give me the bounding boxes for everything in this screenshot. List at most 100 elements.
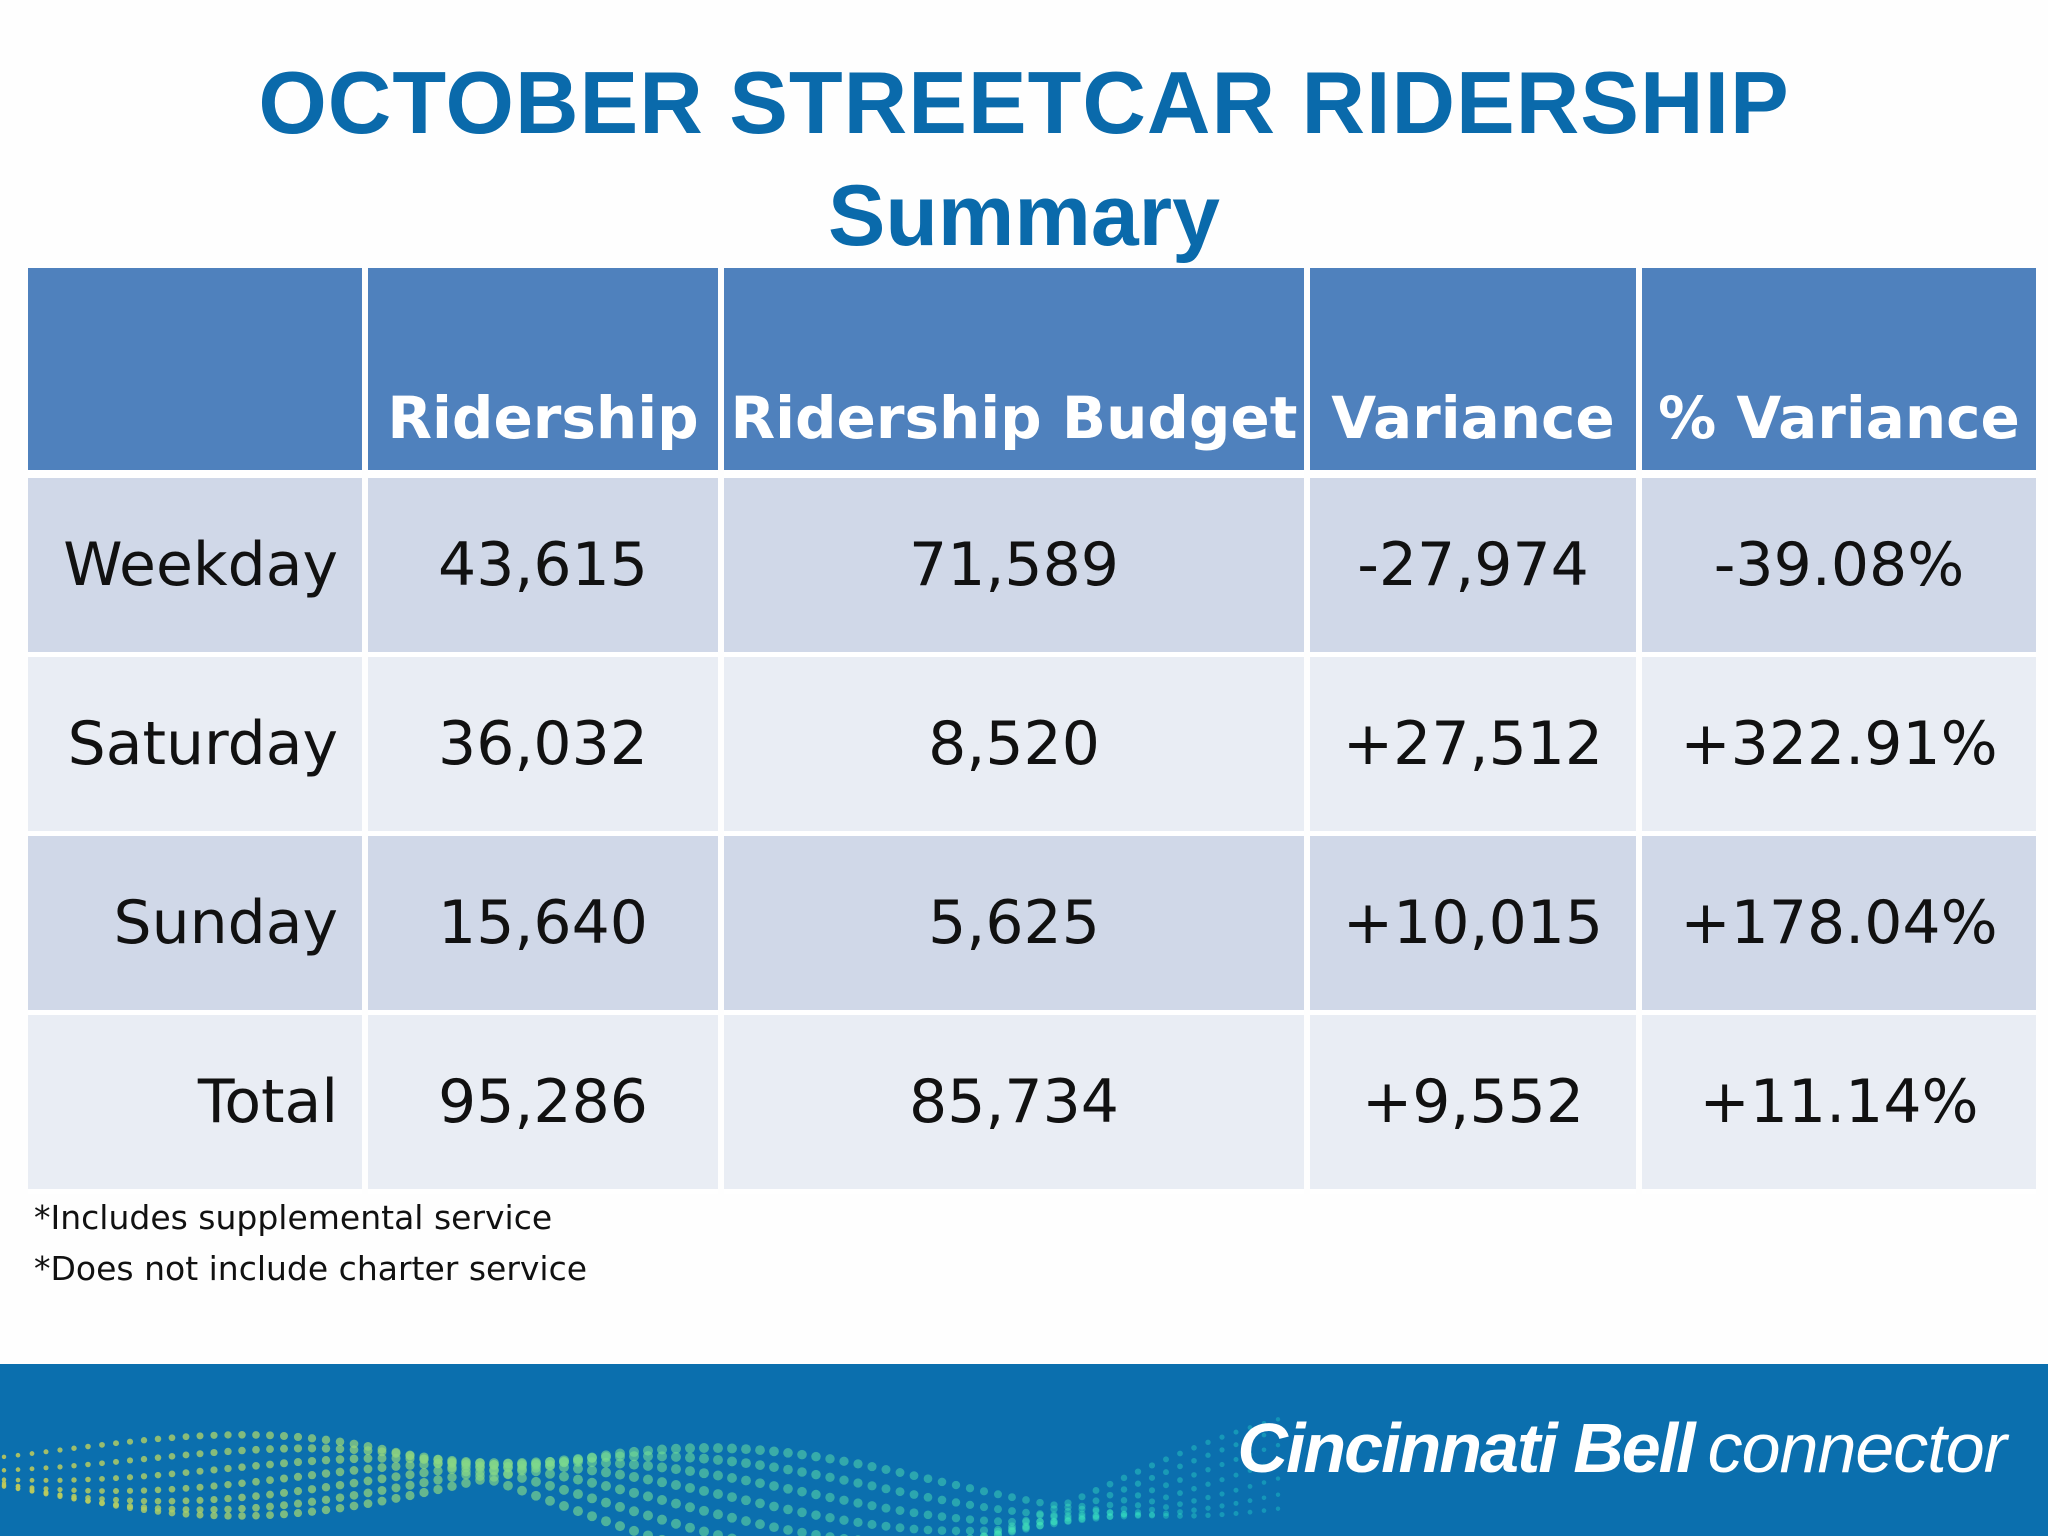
wave-dot — [15, 1467, 21, 1472]
wave-dot — [1261, 1420, 1267, 1426]
header-blank — [28, 268, 362, 478]
wave-dot — [1219, 1477, 1225, 1483]
wave-dot — [1036, 1498, 1044, 1507]
wave-dot — [1078, 1515, 1086, 1523]
wave-dot — [1036, 1521, 1044, 1530]
wave-dot — [895, 1487, 905, 1497]
wave-dot — [307, 1507, 317, 1516]
wave-dot — [335, 1480, 345, 1490]
wave-dot — [979, 1532, 989, 1536]
wave-dot — [266, 1431, 274, 1440]
wave-dot — [252, 1477, 260, 1486]
wave-dot — [210, 1495, 218, 1504]
wave-dot — [937, 1526, 947, 1535]
wave-dot — [1163, 1512, 1169, 1519]
wave-dot — [377, 1496, 387, 1506]
wave-dot — [307, 1485, 317, 1494]
row-label: Sunday — [28, 836, 362, 1015]
wave-dot — [699, 1468, 709, 1479]
wave-dot — [979, 1503, 989, 1512]
wave-dot — [307, 1434, 317, 1443]
wave-dot — [1261, 1508, 1267, 1513]
wave-dot — [587, 1477, 597, 1488]
wave-dot — [1078, 1505, 1086, 1513]
wave-dot — [881, 1464, 891, 1474]
wave-dot — [1050, 1520, 1058, 1528]
wave-dot — [238, 1504, 246, 1513]
wave-dot — [629, 1506, 639, 1517]
wave-dot — [99, 1460, 105, 1467]
wave-dot — [503, 1469, 513, 1480]
wave-dot — [1008, 1524, 1016, 1533]
wave-dot — [210, 1506, 218, 1514]
wave-dot — [363, 1454, 373, 1463]
wave-dot — [238, 1431, 246, 1439]
wave-dot — [168, 1485, 176, 1493]
wave-dot — [573, 1456, 583, 1467]
wave-dot — [1247, 1509, 1253, 1515]
wave-dot — [1163, 1504, 1169, 1511]
wave-dot — [615, 1469, 625, 1480]
wave-dot — [1106, 1509, 1114, 1516]
wave-dot — [615, 1458, 625, 1469]
wave-dot — [321, 1495, 331, 1505]
budget-cell: 8,520 — [724, 657, 1304, 836]
wave-dot — [210, 1482, 218, 1490]
wave-dot — [671, 1518, 681, 1529]
table-row: Saturday 36,032 8,520 +27,512 +322.91% — [28, 657, 2036, 836]
wave-dot — [266, 1445, 274, 1454]
wave-dot — [755, 1445, 765, 1455]
wave-dot — [1036, 1517, 1044, 1526]
wave-dot — [1134, 1512, 1142, 1519]
wave-dot — [1022, 1508, 1030, 1517]
wave-dot — [447, 1481, 457, 1492]
wave-dot — [587, 1493, 597, 1504]
wave-dot — [1219, 1447, 1225, 1453]
wave-dot — [685, 1482, 695, 1493]
wave-dot — [1163, 1482, 1169, 1489]
percent-variance-cell: +11.14% — [1642, 1015, 2036, 1194]
wave-dot — [140, 1504, 148, 1511]
wave-dot — [1148, 1474, 1156, 1481]
wave-dot — [643, 1491, 653, 1502]
wave-dot — [1163, 1456, 1169, 1463]
wave-dot — [126, 1503, 134, 1510]
wave-dot — [293, 1458, 303, 1467]
wave-dot — [545, 1480, 555, 1491]
wave-dot — [433, 1458, 443, 1468]
wave-dot — [307, 1456, 317, 1466]
wave-dot — [349, 1439, 359, 1449]
wave-dot — [1177, 1450, 1183, 1457]
wave-dot — [391, 1447, 401, 1457]
wave-dot — [1022, 1516, 1030, 1525]
brand-logo: Cincinnati Bell connector — [1237, 1408, 2007, 1488]
ridership-cell: 36,032 — [368, 657, 718, 836]
wave-dot — [1120, 1510, 1128, 1518]
wave-dot — [252, 1511, 260, 1520]
wave-dot — [1120, 1513, 1128, 1520]
wave-dot — [1233, 1456, 1239, 1462]
wave-dot — [839, 1515, 849, 1525]
wave-dot — [1191, 1513, 1197, 1519]
wave-dot — [140, 1437, 148, 1444]
wave-dot — [335, 1455, 345, 1464]
wave-dot — [867, 1519, 877, 1529]
wave-dot — [363, 1442, 373, 1451]
wave-dot — [1219, 1503, 1225, 1509]
wave-dot — [1219, 1461, 1225, 1468]
wave-dot — [363, 1476, 373, 1486]
wave-dot — [1275, 1506, 1281, 1511]
wave-dot — [615, 1484, 625, 1495]
footnote: *Does not include charter service — [34, 1249, 588, 1288]
wave-dot — [1233, 1510, 1239, 1516]
wave-dot — [447, 1472, 457, 1482]
wave-dot — [1205, 1466, 1211, 1473]
wave-dot — [377, 1474, 387, 1484]
wave-dot — [657, 1494, 667, 1505]
wave-dot — [1191, 1472, 1197, 1478]
header-percent-variance: % Variance — [1642, 268, 2036, 478]
wave-dot — [405, 1451, 415, 1461]
wave-dot — [825, 1472, 835, 1483]
wave-dot — [1078, 1493, 1086, 1501]
ridership-cell: 43,615 — [368, 478, 718, 657]
